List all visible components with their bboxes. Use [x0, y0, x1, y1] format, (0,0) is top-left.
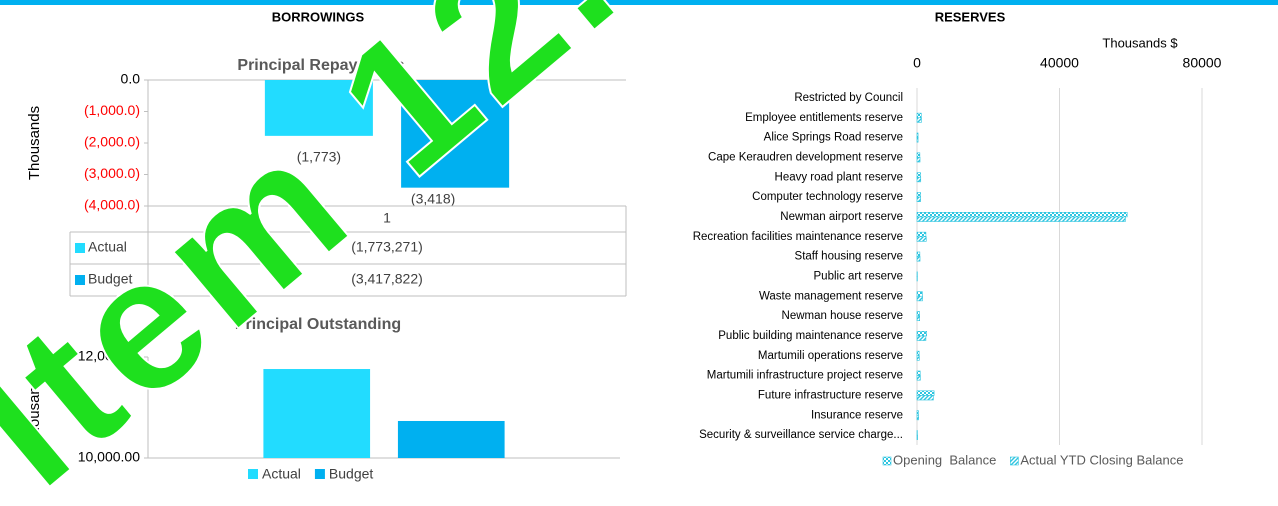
- bar: [916, 315, 920, 321]
- y-axis-label: Thousands: [26, 370, 43, 444]
- bar: [916, 414, 919, 421]
- bar: [916, 132, 919, 138]
- bar: [916, 311, 920, 317]
- bar: [916, 192, 921, 198]
- bar: [916, 390, 935, 396]
- bar: [916, 256, 921, 262]
- bar: [916, 212, 1128, 218]
- category-label: Newman house reserve: [782, 310, 903, 322]
- bar: [916, 370, 921, 376]
- category-label: Martumili infrastructure project reserve: [707, 370, 903, 382]
- legend-key: [248, 469, 258, 479]
- table-header: 1: [383, 210, 391, 226]
- category-label: Future infrastructure reserve: [758, 389, 903, 401]
- bar: [401, 80, 510, 188]
- bar: [916, 112, 922, 119]
- category-label: Restricted by Council: [794, 92, 903, 104]
- y-tick-label: (1,000.0): [84, 102, 140, 118]
- bar: [916, 350, 920, 357]
- bar: [264, 80, 373, 136]
- legend-label: Actual YTD Closing Balance: [1020, 452, 1183, 467]
- category-label: Alice Springs Road reserve: [764, 132, 903, 144]
- category-label: Staff housing reserve: [795, 251, 903, 263]
- category-label: Martumili operations reserve: [758, 350, 903, 362]
- bar: [916, 295, 923, 302]
- bar: [263, 369, 371, 458]
- bar: [916, 216, 1126, 222]
- bar: [916, 117, 922, 123]
- y-tick-label: 0.0: [121, 71, 141, 87]
- category-label: Insurance reserve: [811, 409, 903, 421]
- x-axis-label: Thousands $: [1102, 35, 1178, 50]
- legend-label: Budget: [329, 466, 373, 482]
- bar: [916, 157, 921, 163]
- bar: [916, 152, 921, 158]
- bar: [916, 172, 921, 178]
- bar: [916, 434, 918, 440]
- category-label: Newman airport reserve: [780, 211, 903, 223]
- category-label: Cape Keraudren development reserve: [708, 151, 903, 163]
- section-title: BORROWINGS: [272, 9, 365, 24]
- legend-key: [75, 275, 85, 285]
- y-tick-label: 10,000.00: [78, 449, 140, 465]
- legend-key: [314, 469, 325, 479]
- bar: [916, 231, 927, 238]
- legend-label: Actual: [88, 239, 127, 255]
- bar: [916, 375, 921, 381]
- y-tick-label: 12,000.00: [78, 348, 140, 364]
- x-tick-label: 80000: [1183, 55, 1222, 71]
- bar: [916, 335, 927, 341]
- bar: [397, 420, 505, 458]
- legend-key: [75, 243, 85, 253]
- category-label: Public art reserve: [814, 270, 903, 282]
- legend-key: [882, 456, 892, 466]
- chart-title: Principal Outstanding: [235, 316, 401, 333]
- bar: [916, 410, 919, 416]
- bar: [916, 395, 934, 401]
- bar: [916, 236, 927, 242]
- bar: [916, 355, 920, 361]
- bar: [916, 176, 922, 183]
- bar: [916, 137, 919, 143]
- category-label: Public building maintenance reserve: [718, 330, 903, 342]
- category-label: Waste management reserve: [759, 290, 903, 302]
- section-title: RESERVES: [935, 9, 1006, 24]
- data-label: (1,773): [297, 149, 341, 165]
- bar: [916, 196, 921, 202]
- category-label: Employee entitlements reserve: [745, 112, 903, 124]
- data-label: (3,418): [411, 191, 455, 207]
- category-label: Heavy road plant reserve: [775, 171, 903, 183]
- category-label: Security & surveillance service charge..…: [699, 429, 903, 441]
- legend-label: Opening Balance: [893, 452, 996, 467]
- bar: [916, 331, 927, 337]
- legend-key: [1010, 456, 1019, 466]
- legend-label: Budget: [88, 271, 132, 287]
- chart-title: Principal Repayments: [237, 57, 404, 74]
- y-tick-label: (4,000.0): [84, 197, 140, 213]
- category-label: Recreation facilities maintenance reserv…: [693, 231, 903, 243]
- y-tick-label: (2,000.0): [84, 134, 140, 150]
- y-axis-label: Thousands: [26, 106, 43, 180]
- x-tick-label: 40000: [1040, 55, 1079, 71]
- table-value: (1,773,271): [351, 239, 423, 255]
- y-tick-label: (3,000.0): [84, 165, 140, 181]
- category-label: Computer technology reserve: [752, 191, 903, 203]
- top-band: [0, 0, 1278, 5]
- table-value: (3,417,822): [351, 271, 423, 287]
- bar: [916, 291, 923, 297]
- legend-label: Actual: [262, 466, 301, 482]
- bar: [916, 251, 921, 257]
- x-tick-label: 0: [913, 55, 921, 71]
